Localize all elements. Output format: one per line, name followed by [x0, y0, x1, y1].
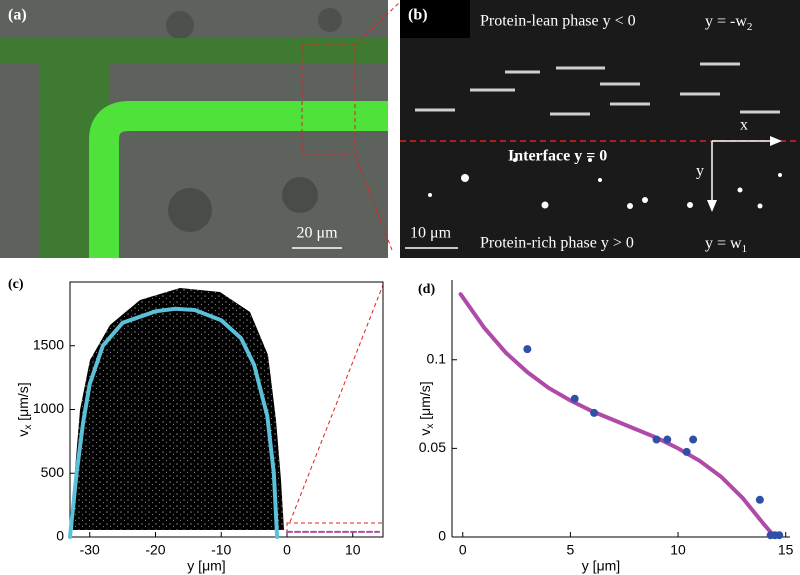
- x-tick-label: 15: [778, 542, 794, 558]
- subscript: 2: [747, 21, 753, 33]
- panel-label: (b): [408, 7, 428, 24]
- x-tick-label: 5: [567, 542, 575, 558]
- y-label-main: v: [15, 430, 31, 437]
- data-point: [775, 531, 784, 540]
- data-point: [755, 495, 764, 504]
- y-tick-label: 0.1: [427, 350, 447, 366]
- x-tick-label: -20: [145, 542, 165, 558]
- x-tick-label: 10: [670, 542, 686, 558]
- phase-text: Protein-rich phase y > 0: [480, 235, 634, 252]
- x-tick-label: 10: [345, 542, 361, 558]
- panel-b: (b) Protein-lean phase y < 0 y = -w2 Int…: [400, 0, 800, 258]
- panel-label: (c): [8, 277, 24, 292]
- data-point: [652, 435, 661, 444]
- data-point: [663, 435, 672, 444]
- x-tick-label: -10: [211, 542, 231, 558]
- y-tick-label: 500: [41, 464, 65, 480]
- data-point: [523, 345, 532, 354]
- panel-label: (d): [418, 282, 435, 297]
- x-tick-label: 0: [459, 542, 467, 558]
- zoom-box: [286, 522, 384, 538]
- fit-line: [458, 292, 777, 539]
- data-point: [689, 435, 698, 444]
- interface-text: Interface y = 0: [508, 148, 607, 165]
- x-tick-label: -30: [80, 542, 100, 558]
- y-tick-label: 0.05: [419, 439, 446, 455]
- data-point: [590, 408, 599, 417]
- panel-a: (a) 20 μm: [0, 0, 401, 258]
- phase-text: Protein-lean phase y < 0: [480, 13, 636, 30]
- y-tick-label: 1500: [33, 336, 64, 352]
- text-part: y = -w: [705, 13, 747, 30]
- y-label-sub: x: [23, 425, 34, 430]
- scatter-cloud-texture: [73, 288, 284, 530]
- y-label-main: v: [417, 429, 433, 436]
- x-axis-label: y [μm]: [187, 558, 225, 574]
- data-point: [570, 394, 579, 403]
- y-tick-label: 0: [56, 528, 64, 544]
- scale-label: 20 μm: [296, 225, 338, 242]
- y-axis-label: vx [μm/s]: [417, 381, 436, 435]
- y-tick-label: 1000: [33, 400, 64, 416]
- zoom-line: [289, 284, 384, 523]
- text-part: y = w: [705, 235, 742, 252]
- boundary-text: y = -w2: [705, 13, 752, 33]
- x-tick-label: 0: [283, 542, 291, 558]
- scale-label: 10 μm: [410, 225, 452, 242]
- y-label-unit: [μm/s]: [15, 382, 31, 424]
- chart-panel: (d) 0 5 10 15 0 0.05 0.1 y [μm] vx [μm/s]: [417, 280, 794, 574]
- fit-line: [68, 306, 280, 539]
- boundary-text: y = w1: [705, 235, 747, 255]
- subscript: 1: [742, 243, 748, 255]
- y-tick-label: 0: [438, 528, 446, 544]
- data-point: [682, 447, 691, 456]
- axis-text: y: [696, 163, 704, 180]
- x-axis-label: y [μm]: [582, 558, 620, 574]
- y-axis-label: vx [μm/s]: [15, 382, 34, 436]
- panel-label: (a): [8, 7, 27, 24]
- y-label-sub: x: [425, 424, 436, 429]
- y-label-unit: [μm/s]: [417, 381, 433, 423]
- chart-panel: (c) -30 -20 -10 0 10 0 500 1000 1500 y [μm] vx [μm/…: [8, 277, 384, 574]
- axis-text: x: [740, 117, 748, 134]
